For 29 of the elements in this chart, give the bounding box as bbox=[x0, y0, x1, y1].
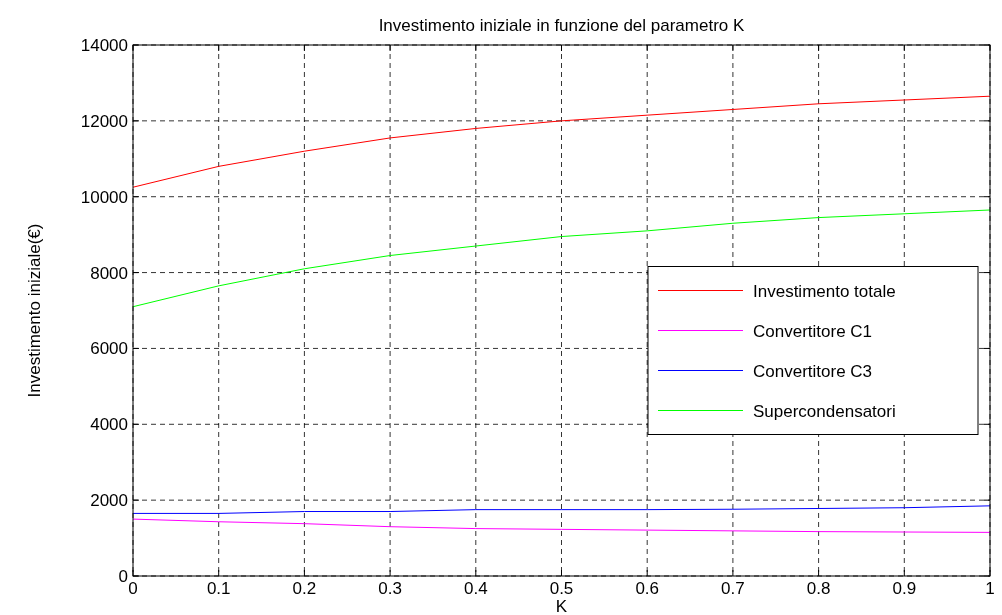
x-tick-label: 1 bbox=[985, 579, 995, 598]
y-tick-label: 2000 bbox=[90, 491, 128, 511]
y-tick-label: 14000 bbox=[80, 36, 128, 55]
x-tick-label: 0.9 bbox=[892, 579, 917, 598]
y-tick-label: 6000 bbox=[90, 339, 128, 359]
y-tick-label: 12000 bbox=[80, 111, 128, 131]
legend-label: Convertitore C1 bbox=[753, 321, 873, 341]
y-tick-label: 10000 bbox=[80, 187, 128, 207]
x-axis-title: K bbox=[555, 597, 568, 615]
legend-label: Supercondensatori bbox=[753, 401, 896, 421]
y-tick-label: 0 bbox=[118, 567, 128, 586]
x-tick-label: 0.4 bbox=[463, 579, 488, 598]
x-tick-label: 0.2 bbox=[292, 579, 317, 598]
y-tick-label: 8000 bbox=[90, 263, 128, 283]
x-tick-label: 0.8 bbox=[806, 579, 831, 598]
line-series bbox=[132, 505, 991, 514]
y-axis-title: Investimento iniziale(€) bbox=[25, 223, 44, 398]
legend-label: Investimento totale bbox=[753, 281, 896, 301]
x-tick-label: 0.5 bbox=[549, 579, 574, 598]
x-tick-label: 0.7 bbox=[721, 579, 745, 598]
x-tick-label: 0.3 bbox=[378, 579, 402, 598]
x-tick-label: 0.6 bbox=[635, 579, 660, 598]
legend-label: Convertitore C3 bbox=[753, 361, 873, 381]
line-series bbox=[132, 95, 991, 188]
line-series bbox=[132, 209, 991, 308]
y-tick-label: 4000 bbox=[90, 415, 128, 435]
chart-title: Investimento iniziale in funzione del parametro K bbox=[378, 16, 746, 35]
x-tick-label: 0.1 bbox=[206, 579, 231, 598]
line-series bbox=[132, 518, 991, 533]
